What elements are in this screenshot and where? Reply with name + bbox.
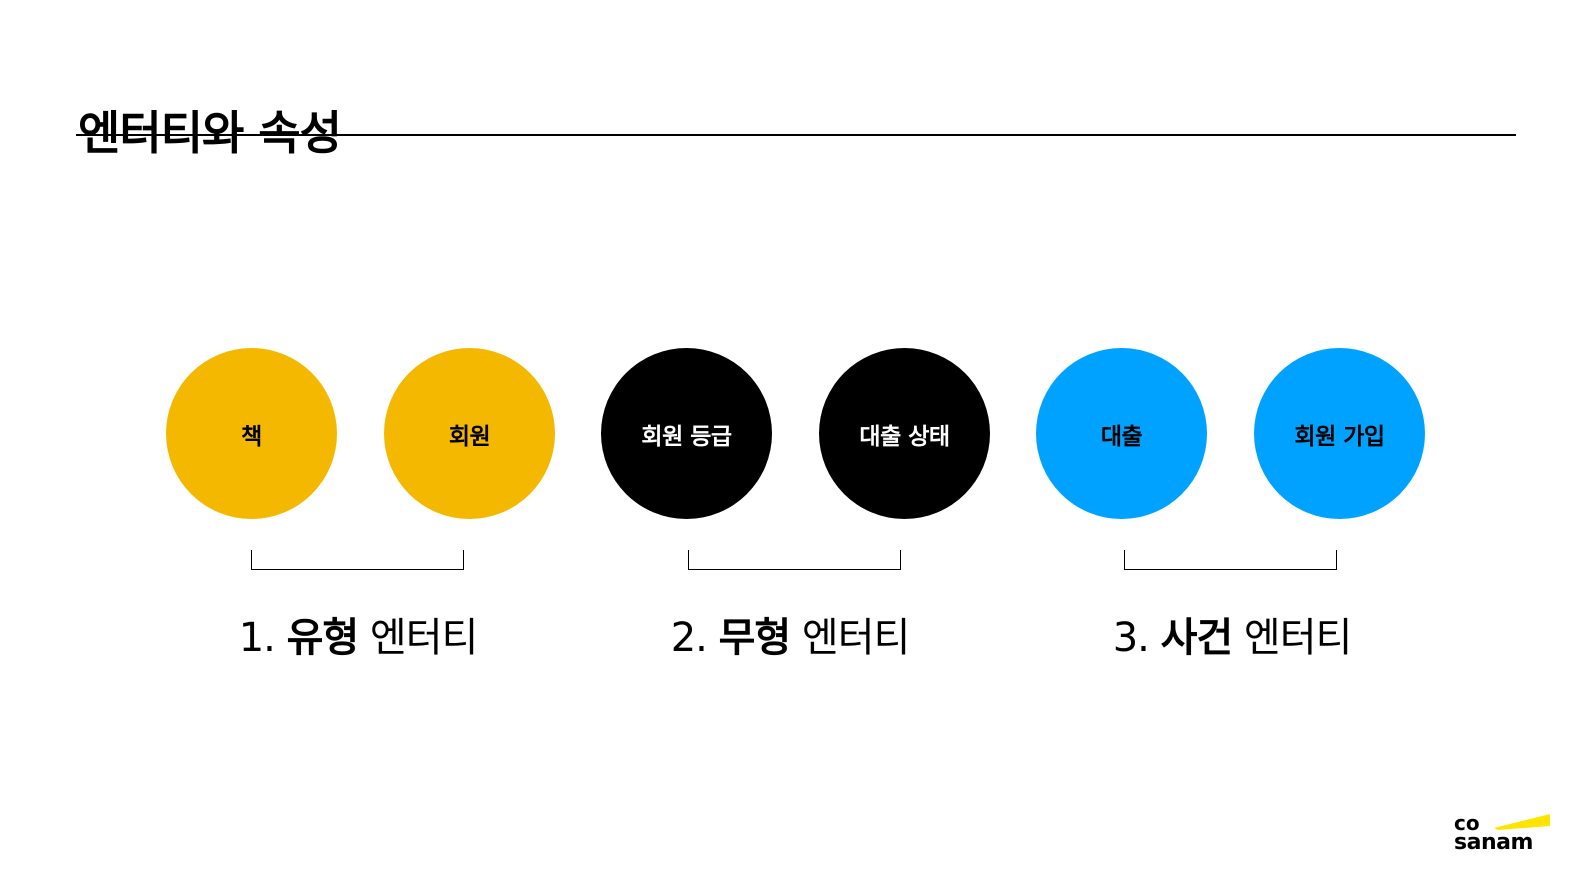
title-divider: [76, 134, 1516, 136]
entity-circle-member: 회원: [384, 348, 555, 519]
entity-circle-member-grade: 회원 등급: [601, 348, 772, 519]
entity-label: 회원 가입: [1294, 423, 1385, 450]
group-bracket-intangible: [688, 550, 901, 570]
entity-label: 회원 등급: [641, 423, 732, 450]
entity-circle-book: 책: [166, 348, 337, 519]
group-number: 2.: [670, 615, 708, 661]
group-type-word: 사건: [1160, 615, 1234, 661]
entity-label: 책: [241, 423, 262, 450]
group-type-word: 무형: [718, 615, 792, 661]
group-number: 3.: [1112, 615, 1150, 661]
logo-swoosh-icon: [1494, 814, 1550, 830]
entity-circle-loan-status: 대출 상태: [819, 348, 990, 519]
entity-label: 대출 상태: [859, 423, 950, 450]
entity-circle-loan: 대출: [1036, 348, 1207, 519]
group-caption-tangible: 1. 유형 엔터티: [188, 612, 528, 664]
group-type-word: 유형: [286, 615, 360, 661]
group-suffix: 엔터티: [1243, 615, 1352, 661]
group-bracket-event: [1124, 550, 1337, 570]
group-suffix: 엔터티: [801, 615, 910, 661]
entity-label: 회원: [448, 423, 491, 450]
cosanam-logo: co sanam: [1452, 812, 1552, 856]
group-bracket-tangible: [251, 550, 464, 570]
group-number: 1.: [238, 615, 276, 661]
group-caption-event: 3. 사건 엔터티: [1062, 612, 1402, 664]
group-caption-intangible: 2. 무형 엔터티: [620, 612, 960, 664]
group-suffix: 엔터티: [369, 615, 478, 661]
page-title: 엔터티와 속성: [78, 105, 342, 160]
entity-label: 대출: [1100, 423, 1143, 450]
logo-text-top: co: [1454, 811, 1480, 835]
entity-circle-membership-signup: 회원 가입: [1254, 348, 1425, 519]
logo-text-bottom: sanam: [1454, 830, 1533, 855]
